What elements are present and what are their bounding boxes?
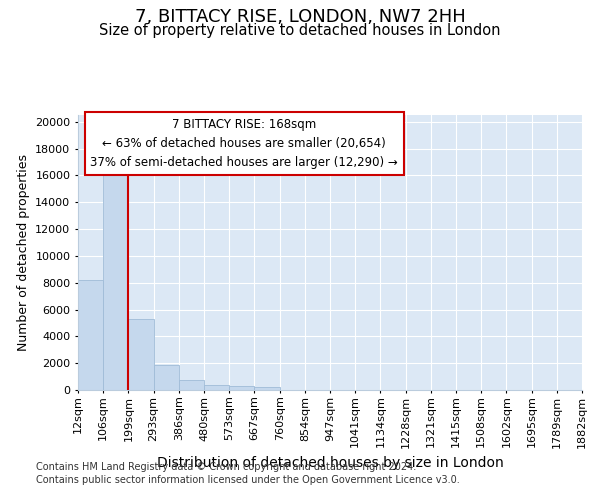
Text: Contains HM Land Registry data © Crown copyright and database right 2024.: Contains HM Land Registry data © Crown c… [36, 462, 416, 472]
Bar [103, 168, 128, 390]
X-axis label: Distribution of detached houses by size in London: Distribution of detached houses by size … [157, 456, 503, 470]
Text: 7, BITTACY RISE, LONDON, NW7 2HH: 7, BITTACY RISE, LONDON, NW7 2HH [134, 8, 466, 26]
Y-axis label: Number of detached properties: Number of detached properties [17, 154, 29, 351]
Text: 7 BITTACY RISE: 168sqm
← 63% of detached houses are smaller (20,654)
37% of semi: 7 BITTACY RISE: 168sqm ← 63% of detached… [91, 118, 398, 169]
Text: Size of property relative to detached houses in London: Size of property relative to detached ho… [99, 22, 501, 38]
Bar [254, 387, 280, 390]
Bar [204, 386, 229, 390]
Bar [78, 280, 103, 390]
Bar [229, 386, 254, 390]
Text: Contains public sector information licensed under the Open Government Licence v3: Contains public sector information licen… [36, 475, 460, 485]
Bar [128, 319, 154, 390]
Bar [154, 365, 179, 390]
Bar [179, 380, 204, 390]
